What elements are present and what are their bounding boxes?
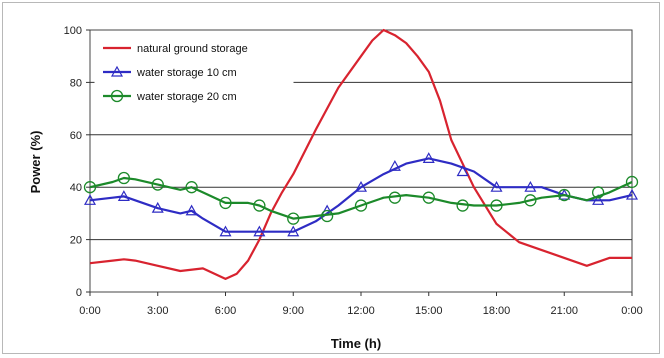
x-axis-title: Time (h) (331, 336, 381, 351)
series-marker-2 (625, 175, 639, 189)
x-tick-label: 9:00 (283, 305, 304, 317)
series-marker-2 (117, 171, 131, 185)
series-marker-2 (456, 199, 469, 212)
legend-box (94, 32, 294, 117)
series-marker-1 (422, 152, 435, 163)
series-marker-2 (83, 181, 97, 194)
series-marker-1 (287, 225, 300, 237)
y-axis-title: Power (%) (28, 131, 43, 194)
series-marker-2 (591, 186, 605, 199)
series-line-2 (89, 176, 633, 220)
y-tick-label: 60 (70, 130, 82, 142)
series-marker-1 (219, 225, 232, 237)
series-marker-2 (524, 194, 537, 207)
x-tick-label: 0:00 (79, 305, 100, 317)
x-tick-label: 0:00 (621, 305, 642, 317)
series-marker-2 (287, 212, 300, 225)
y-tick-label: 40 (70, 182, 82, 194)
y-tick-label: 0 (76, 287, 82, 299)
series-marker-2 (422, 191, 435, 204)
legend-label-1: water storage 10 cm (136, 67, 237, 79)
legend-marker-1 (110, 65, 124, 77)
series-marker-2 (558, 188, 571, 202)
series-line-0 (89, 28, 632, 280)
series-marker-1 (185, 204, 198, 216)
axis-layer: 0 20 40 60 80 100 0:00 3:00 6:00 9:00 12:00 15:00 18… (64, 25, 643, 317)
series-marker-1 (151, 201, 164, 213)
legend-marker-2 (110, 89, 124, 103)
series-marker-1 (592, 194, 605, 205)
series-marker-1 (83, 194, 97, 205)
series-marker-1 (253, 225, 266, 237)
x-tick-label: 18:00 (483, 305, 511, 317)
series-marker-2 (185, 181, 198, 194)
series-marker-2 (354, 199, 368, 212)
legend: natural ground storage water storage 10 c… (94, 32, 294, 117)
series-marker-2 (320, 209, 334, 223)
series-marker-1 (625, 188, 639, 200)
x-tick-label: 6:00 (215, 305, 236, 317)
series-marker-1 (456, 165, 469, 177)
series-marker-2 (490, 199, 503, 212)
legend-label-0: natural ground storage (137, 43, 248, 55)
y-tick-label: 20 (70, 235, 82, 247)
series-marker-2 (151, 178, 164, 191)
series-marker-1 (354, 180, 368, 192)
y-tick-label: 80 (70, 77, 82, 89)
series-marker-1 (117, 190, 130, 201)
series-marker-2 (219, 196, 232, 210)
x-tick-label: 12:00 (347, 305, 375, 317)
series-line-1 (89, 157, 633, 233)
series-layer (83, 28, 639, 280)
legend-label-2: water storage 20 cm (136, 91, 237, 103)
x-tick-label: 3:00 (147, 305, 168, 317)
x-tick-label: 15:00 (415, 305, 443, 317)
series-marker-2 (253, 199, 266, 212)
x-tick-label: 21:00 (550, 305, 578, 317)
y-tick-label: 100 (64, 25, 82, 37)
series-marker-2 (388, 191, 402, 204)
series-marker-1 (524, 180, 537, 192)
series-marker-1 (388, 160, 401, 171)
series-marker-1 (490, 180, 503, 192)
